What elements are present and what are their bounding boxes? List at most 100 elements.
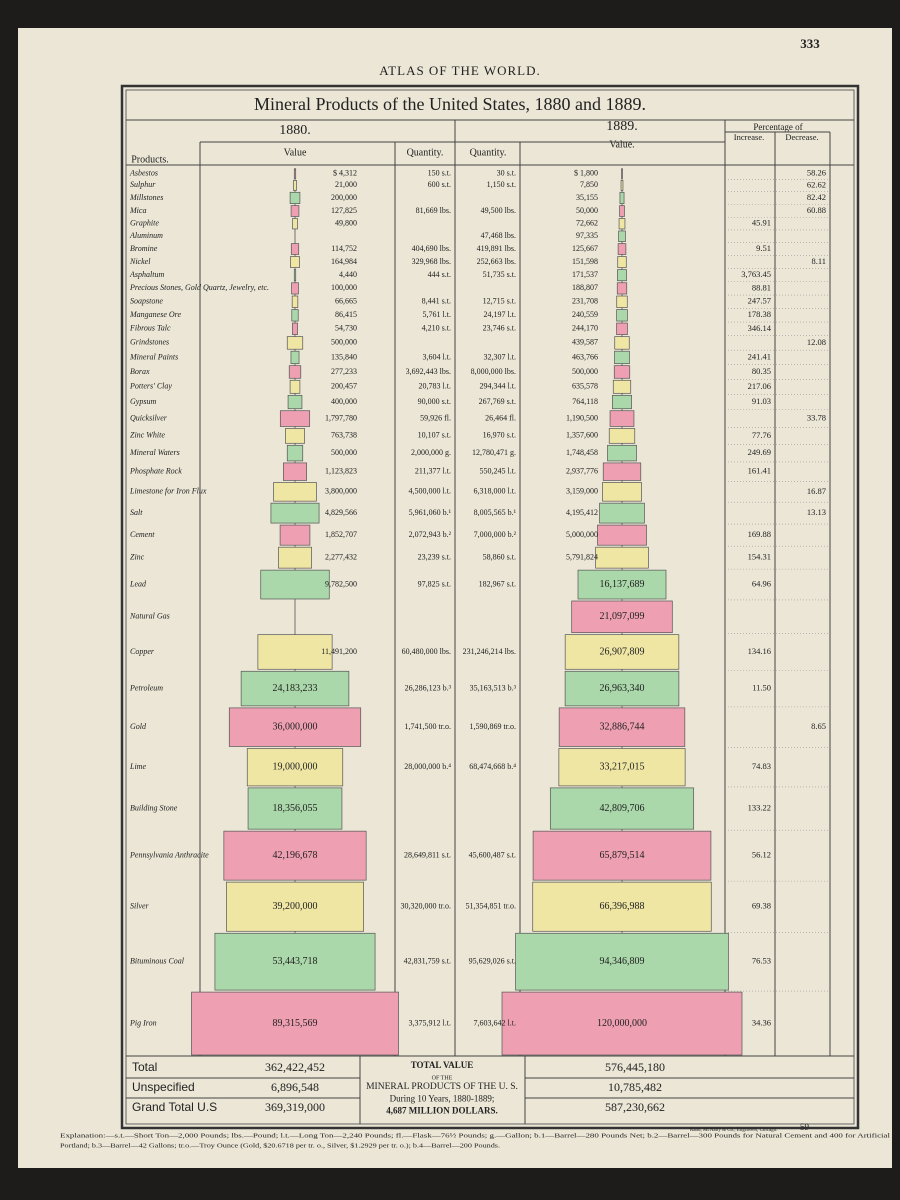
increase: 241.41 [748,351,771,361]
value-label: 54,730 [335,324,357,333]
value-label: 5,791,824 [566,552,598,561]
bar [291,309,299,322]
value-label: 4,440 [339,270,357,279]
value-label: 500,000 [331,338,357,347]
product-label: Petroleum [129,683,163,692]
value-label: 120,000,000 [597,1018,647,1029]
quantity: 68,474,668 b.⁴ [469,762,516,771]
value-label: 135,840 [331,352,357,361]
value-label: 35,155 [576,193,598,202]
center-note: OF THE [432,1075,453,1081]
running-header: ATLAS OF THE WORLD. [379,63,541,78]
quantity: 231,246,214 lbs. [463,647,516,656]
quantity: 51,354,851 tr.o. [466,902,516,911]
total-value: 576,445,180 [605,1060,665,1074]
quantity: 2,000,000 g. [411,448,451,457]
product-label: Natural Gas [129,612,170,621]
product-label: Grindstones [130,338,169,347]
value-label: 26,963,340 [600,683,645,694]
product-label: Pig Iron [129,1018,157,1027]
quantity: 7,603,642 l.t. [474,1018,516,1027]
value-label: 49,800 [335,219,357,228]
decrease: 16.87 [807,486,826,496]
quantity: 3,604 l.t. [423,352,451,361]
quantity: 7,000,000 b.² [474,530,517,539]
bar [279,410,311,427]
center-note: MINERAL PRODUCTS OF THE U. S. [366,1082,518,1092]
value-label: 65,879,514 [600,850,645,861]
increase: 91.03 [752,396,771,406]
bar [558,707,686,747]
value-label: 7,850 [580,180,598,189]
quantity: 51,735 s.t. [483,270,516,279]
bar [289,379,301,394]
quantity: 252,663 lbs. [477,257,516,266]
bar [191,991,399,1056]
bar [293,269,297,282]
product-label: Mineral Waters [129,448,180,457]
increase: 217.06 [748,381,771,391]
value-label: 26,907,809 [600,646,645,657]
increase: 77.76 [752,430,771,440]
quantity: 600 s.t. [428,180,451,189]
increase: 154.31 [748,552,771,562]
value-label: 9,782,500 [325,579,357,588]
year-1889: 1889. [606,119,638,134]
quantity: 30 s.t. [497,169,516,178]
increase: 133.22 [748,802,771,812]
quantity: 26,464 fl. [485,413,516,422]
value-label: 500,000 [572,367,598,376]
product-label: Mica [129,206,146,215]
total-value: 6,896,548 [271,1080,319,1094]
decrease: 8.65 [811,721,826,731]
bar [602,462,642,481]
bar [501,991,743,1056]
value-label: 100,000 [331,283,357,292]
bar [292,218,298,230]
increase: 69.38 [752,901,771,911]
column-header: Products. [131,154,169,165]
quantity: 8,000,000 lbs. [471,367,516,376]
bar [285,428,305,444]
footnote: Portland; b.3—Barrel—42 Gallons; tr.o.—T… [60,1142,501,1149]
total-label: Unspecified [132,1080,195,1094]
quantity: 35,163,513 b.³ [470,683,517,692]
bar [288,365,302,379]
bar [270,502,320,524]
total-value: 362,422,452 [265,1060,325,1074]
quantity: 47,468 lbs. [481,231,516,240]
value-label: 11,491,200 [321,647,357,656]
bar [257,634,333,670]
quantity: 182,967 s.t. [479,579,516,588]
quantity: 1,150 s.t. [487,180,516,189]
increase: 249.69 [748,447,771,457]
value-label: 500,000 [331,448,357,457]
bar [612,394,632,410]
bar [612,379,632,394]
bar [597,524,647,546]
quantity: 28,649,811 s.t. [404,850,451,859]
quantity: 5,761 l.t. [423,310,451,319]
bar [618,230,626,242]
quantity: 267,769 s.t. [479,397,516,406]
decrease: 12.08 [807,337,826,347]
product-label: Gypsum [130,397,156,406]
column-header: Quantity. [407,147,444,158]
product-label: Graphite [130,219,159,228]
value-label: 66,396,988 [600,901,645,912]
bar [278,546,312,569]
value-label: 1,123,823 [325,467,357,476]
value-label: 400,000 [331,397,357,406]
total-label: Grand Total U.S [132,1100,217,1114]
bar [532,881,712,932]
value-label: 200,000 [331,193,357,202]
value-label: $ 1,800 [574,169,598,178]
bar [577,569,667,600]
product-label: Limestone for Iron Flux [129,487,207,496]
quantity: 8,441 s.t. [422,297,451,306]
value-label: 4,829,566 [325,508,357,517]
quantity: 4,210 s.t. [422,324,451,333]
product-label: Copper [130,647,155,656]
value-label: 3,159,000 [566,487,598,496]
